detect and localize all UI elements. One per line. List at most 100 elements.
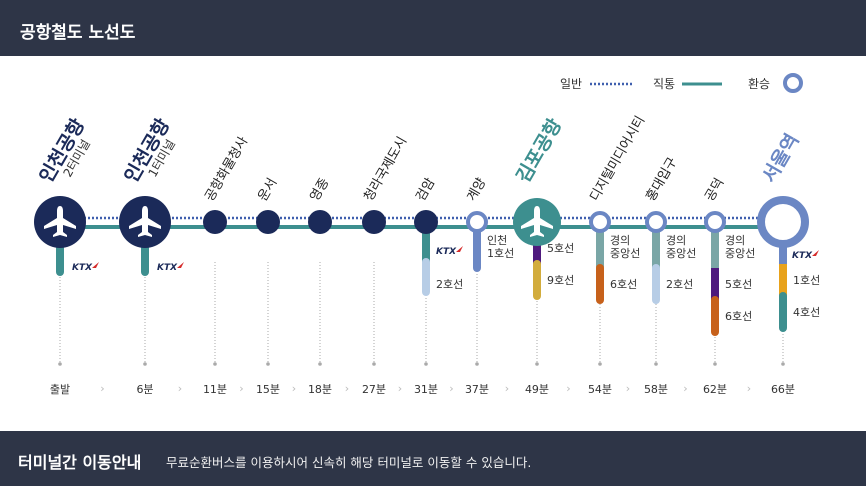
page-header: 공항철도 노선도	[0, 0, 866, 56]
station-node	[757, 196, 809, 248]
station-time: 54분	[588, 383, 612, 396]
transfer-label-line: 4호선	[793, 306, 820, 319]
ktx-logo-text: KTX	[72, 263, 93, 273]
guide-dot	[58, 362, 62, 366]
station-node	[414, 210, 438, 234]
chevron-right-icon: ›	[239, 382, 243, 395]
transfer-label: 경의 중앙선	[725, 234, 755, 260]
station-node	[203, 210, 227, 234]
station-13: 66분 1호선 4호선 서울역	[757, 130, 820, 396]
station-time: 출발	[50, 383, 70, 396]
page-title: 공항철도 노선도	[20, 23, 136, 43]
transfer-label: 인천 1호선	[487, 233, 514, 260]
station-node	[362, 210, 386, 234]
transfer-label: 6호선	[725, 310, 752, 323]
transfer-label-line: 6호선	[610, 278, 637, 291]
station-name: 김포공항	[512, 114, 566, 186]
transfer-label-line: 인천	[487, 233, 507, 247]
chevron-right-icon: ›	[626, 382, 630, 395]
ktx-logo: KTX	[72, 262, 99, 273]
ktx-logo-text: KTX	[436, 247, 457, 257]
guide-dot	[598, 362, 602, 366]
guide-dot	[318, 362, 322, 366]
station-name: 서울역	[758, 130, 803, 186]
guide-dot	[781, 362, 785, 366]
transfer-label-line: 5호선	[547, 242, 574, 255]
transfer-label: 경의 중앙선	[666, 234, 696, 260]
station-6: 27분 › 청라국제도시	[361, 134, 410, 396]
chevron-right-icon: ›	[178, 382, 182, 395]
station-time: 62분	[703, 383, 727, 396]
chevron-right-icon: ›	[566, 382, 570, 395]
station-time: 27분	[362, 383, 386, 396]
transfer-label: 경의 중앙선	[610, 234, 640, 260]
station-name: 공덕	[702, 176, 727, 204]
transfer-label-line: 5호선	[725, 278, 752, 291]
chevron-right-icon: ›	[292, 382, 296, 395]
footer-description: 무료순환버스를 이용하시어 신속히 해당 터미널로 이동할 수 있습니다.	[166, 455, 532, 470]
ktx-logo: KTX	[436, 246, 463, 257]
transfer-label: 9호선	[547, 274, 574, 287]
transfer-label: 4호선	[793, 306, 820, 319]
station-name: 청라국제도시	[361, 134, 410, 204]
transfer-label-line: 1호선	[487, 247, 514, 260]
station-4: 15분 › 운서	[255, 176, 296, 396]
station-time: 11분	[203, 383, 227, 396]
station-10: 54분 › 경의 중앙선 6호선 디지털미디어시티	[587, 114, 648, 396]
chevron-right-icon: ›	[449, 382, 453, 395]
chevron-right-icon: ›	[683, 382, 687, 395]
station-node	[645, 211, 667, 233]
guide-dot	[266, 362, 270, 366]
chevron-right-icon: ›	[747, 382, 751, 395]
guide-dot	[143, 362, 147, 366]
transfer-label-line: 중앙선	[666, 247, 696, 260]
station-8: 37분 › 인천 1호선 계양	[464, 176, 514, 396]
transfer-label: 5호선	[725, 278, 752, 291]
station-time: 37분	[465, 383, 489, 396]
station-node	[704, 211, 726, 233]
station-3: 11분 › 공항화물청사	[202, 134, 251, 396]
station-name: 운서	[255, 176, 280, 204]
ktx-swoosh	[456, 246, 463, 252]
station-name: 영종	[307, 176, 332, 204]
transfer-label: 6호선	[610, 278, 637, 291]
transfer-label: 5호선	[547, 242, 574, 255]
footer-title: 터미널간 이동안내	[18, 453, 142, 472]
transfer-label: 2호선	[666, 278, 693, 291]
guide-dot	[213, 362, 217, 366]
station-5: 18분 › 영종	[307, 176, 349, 396]
station-name: 홍대입구	[643, 155, 680, 204]
legend-normal-label: 일반	[560, 77, 582, 91]
transfer-label-line: 2호선	[666, 278, 693, 291]
ktx-logo: KTX	[157, 262, 184, 273]
guide-dot	[535, 362, 539, 366]
station-name: 계양	[464, 176, 489, 204]
chevron-right-icon: ›	[505, 382, 509, 395]
guide-dot	[372, 362, 376, 366]
guide-dot	[713, 362, 717, 366]
transfer-label-line: 6호선	[725, 310, 752, 323]
chevron-right-icon: ›	[398, 382, 402, 395]
station-time: 31분	[414, 383, 438, 396]
transfer-label-line: 1호선	[793, 274, 820, 287]
transfer-label-line: 경의	[666, 234, 686, 247]
station-node	[466, 211, 488, 233]
station-time: 6분	[136, 383, 153, 396]
transfer-label-line: 중앙선	[610, 247, 640, 260]
ktx-swoosh	[177, 262, 184, 268]
airplane-icon	[44, 206, 76, 237]
station-time: 66분	[771, 383, 795, 396]
station-9: 49분 › 5호선 9호선 김포공항	[512, 114, 574, 396]
station-node	[256, 210, 280, 234]
transfer-label-line: 중앙선	[725, 247, 755, 260]
airplane-icon	[521, 206, 553, 237]
transfer-label: 1호선	[793, 274, 820, 287]
transfer-label-line: 경의	[725, 234, 745, 247]
ktx-logo-text: KTX	[792, 251, 813, 261]
footer-bar: 터미널간 이동안내 무료순환버스를 이용하시어 신속히 해당 터미널로 이동할 …	[0, 431, 866, 486]
legend-express-label: 직통	[653, 77, 675, 91]
